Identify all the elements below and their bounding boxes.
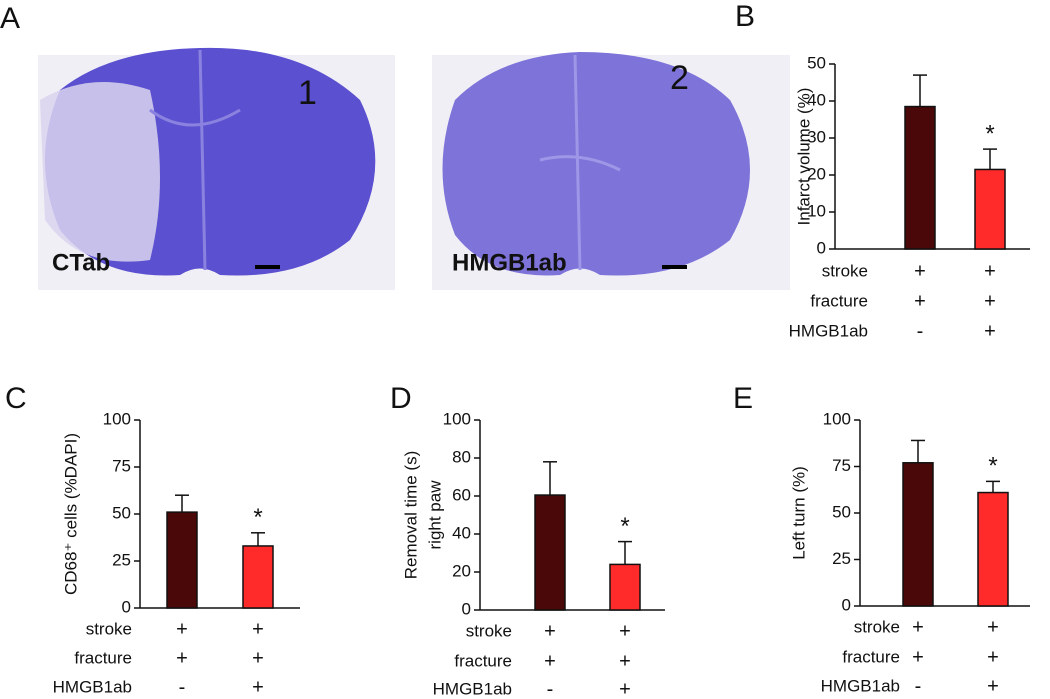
significance-marker: * [985,120,994,147]
condition-level: + [544,620,556,642]
condition-name: HMGB1ab [789,321,868,340]
condition-level: - [915,675,922,697]
y-tick-label: 50 [832,502,851,521]
condition-level: + [987,616,999,638]
condition-level: + [544,650,556,672]
condition-level: + [912,646,924,668]
condition-name: HMGB1ab [821,676,900,695]
panel-label: D [390,382,412,415]
y-axis-label: right paw [425,480,444,550]
image-2 [432,52,790,290]
y-tick-label: 30 [807,127,826,146]
condition-name: stroke [822,261,868,280]
significance-marker: * [253,504,262,531]
y-tick-label: 100 [443,409,471,428]
y-axis-label: Infarct volume (%) [794,88,813,226]
y-tick-label: 40 [807,90,826,109]
y-tick-label: 100 [103,409,131,428]
bar [242,545,274,609]
panel-label: E [733,382,753,415]
condition-level: - [917,320,924,342]
condition-level: + [619,678,631,699]
y-tick-label: 25 [112,550,131,569]
y-tick-label: 0 [122,597,131,616]
y-tick-label: 0 [817,238,826,257]
condition-level: + [984,260,996,282]
y-tick-label: 80 [452,447,471,466]
condition-level: + [619,620,631,642]
condition-name: fracture [454,651,512,670]
y-tick-label: 20 [807,164,826,183]
condition-level: + [987,646,999,668]
image-caption: HMGB1ab [452,249,567,276]
condition-name: HMGB1ab [53,677,132,696]
bar [609,563,641,611]
y-tick-label: 75 [112,456,131,475]
y-axis-label: Removal time (s) [401,451,420,579]
bar [974,168,1006,250]
condition-name: stroke [854,617,900,636]
significance-marker: * [620,513,629,540]
y-tick-label: 20 [452,561,471,580]
bar [534,494,566,611]
condition-level: + [984,290,996,312]
y-tick-label: 0 [842,595,851,614]
condition-level: - [179,676,186,698]
condition-level: + [252,676,264,698]
image-number: 2 [670,59,689,97]
condition-level: + [987,675,999,697]
condition-name: fracture [810,291,868,310]
y-tick-label: 0 [462,599,471,618]
y-tick-label: 40 [452,523,471,542]
condition-level: + [984,320,996,342]
condition-level: + [176,647,188,669]
bar [166,511,198,609]
condition-level: + [914,290,926,312]
condition-name: HMGB1ab [433,679,512,698]
condition-level: + [914,260,926,282]
condition-level: + [912,616,924,638]
image-caption: CTab [52,249,110,276]
bar [977,491,1009,607]
panel-label: C [5,382,27,415]
y-axis-label: CD68⁺ cells (%DAPI) [61,433,80,595]
image-number: 1 [298,74,317,112]
image-1 [38,47,395,290]
condition-level: + [176,618,188,640]
y-tick-label: 60 [452,485,471,504]
y-tick-label: 75 [832,456,851,475]
y-tick-label: 50 [112,503,131,522]
y-tick-label: 50 [807,53,826,72]
bar [904,105,936,250]
y-tick-label: 100 [823,409,851,428]
y-tick-label: 25 [832,549,851,568]
condition-name: stroke [466,621,512,640]
panel-label: A [0,2,20,35]
panel-label: B [735,0,755,33]
condition-name: fracture [842,647,900,666]
condition-level: + [252,647,264,669]
condition-name: fracture [74,648,132,667]
condition-name: stroke [86,619,132,638]
y-axis-label: Left turn (%) [789,466,808,560]
condition-level: + [252,618,264,640]
bar [902,462,934,607]
significance-marker: * [988,453,997,480]
condition-level: - [547,678,554,699]
y-tick-label: 10 [807,201,826,220]
condition-level: + [619,650,631,672]
